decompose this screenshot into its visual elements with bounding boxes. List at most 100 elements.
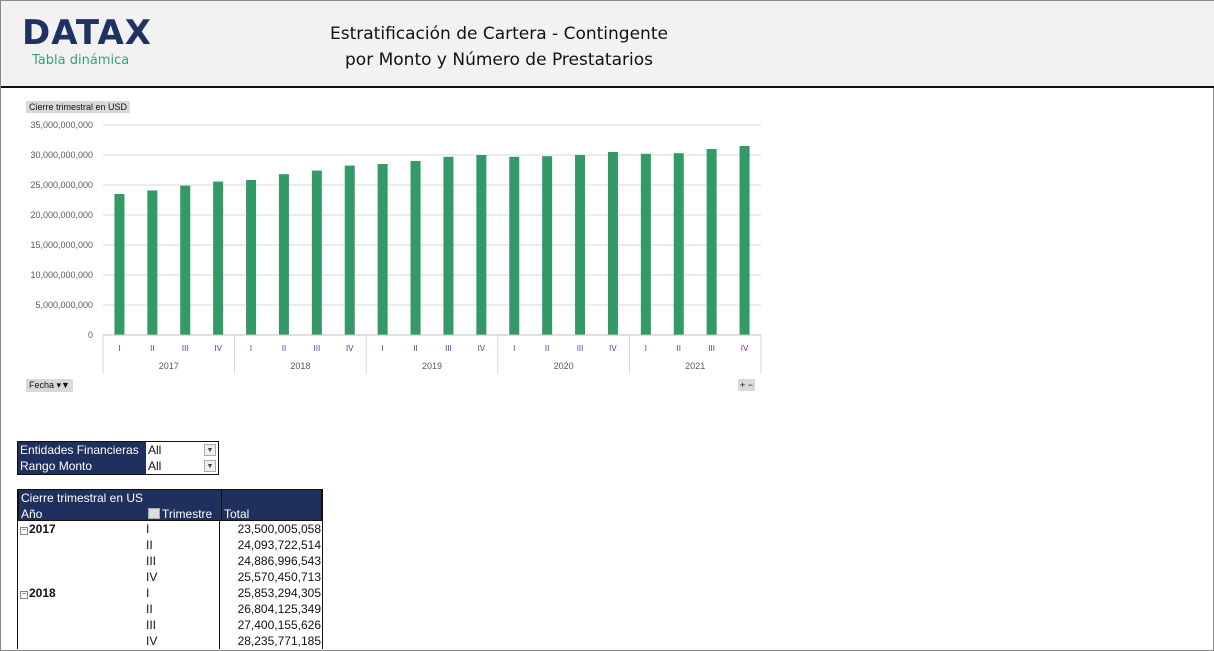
year-cell[interactable]: −2018	[18, 585, 146, 601]
bar[interactable]	[607, 152, 618, 335]
value-field-button[interactable]: Cierre trimestral en USD	[26, 101, 131, 113]
year-cell[interactable]: −2017	[18, 521, 146, 537]
quarter-cell: II	[146, 602, 153, 616]
bar[interactable]	[673, 153, 684, 335]
year-cell	[18, 601, 146, 617]
total-cell: 27,400,155,626	[219, 617, 322, 633]
quarter-cell: III	[146, 618, 157, 632]
year-label: 2018	[29, 586, 56, 600]
pivot-value-header: Cierre trimestral en US	[21, 491, 144, 505]
table-row: III 24,886,996,543	[18, 553, 322, 569]
bar[interactable]	[377, 164, 388, 335]
bar-chart: 0 5,000,000,000 10,000,000,000 15,000,000,0…	[30, 120, 762, 374]
filter-sort-icon[interactable]	[148, 508, 160, 519]
bar[interactable]	[443, 156, 454, 335]
total-cell: 25,570,450,713	[219, 569, 322, 585]
year-tick-label: 2017	[159, 361, 179, 371]
total-cell: 28,235,771,185	[219, 633, 322, 649]
table-row: IV 25,570,450,713	[18, 569, 322, 585]
quarter-cell: I	[146, 522, 150, 536]
quarter-cell: IV	[146, 634, 158, 648]
quarter-tick-label: I	[513, 344, 515, 353]
year-cell	[18, 537, 146, 553]
quarter-tick-label: I	[382, 344, 384, 353]
col-year-header: Año	[21, 507, 43, 521]
bar[interactable]	[114, 193, 125, 335]
axis-field-label: Fecha	[29, 380, 55, 390]
filter-row: Entidades Financieras All ▼	[18, 442, 218, 458]
quarter-tick-label: IV	[478, 344, 486, 353]
bar[interactable]	[147, 190, 158, 335]
axis-field-button[interactable]: Fecha ▾▼	[26, 379, 73, 392]
total-cell: 23,500,005,058	[219, 521, 322, 537]
bar[interactable]	[640, 153, 651, 335]
title-line-2: por Monto y Número de Prestatarios	[345, 50, 653, 70]
year-tick-label: 2018	[290, 361, 310, 371]
year-label: 2017	[29, 522, 56, 536]
collapse-icon[interactable]: −	[20, 527, 28, 535]
pivot-table: Cierre trimestral en US Año Trimestre To…	[17, 489, 323, 649]
title-line-1: Estratificación de Cartera - Contingente	[330, 24, 668, 44]
quarter-tick-label: I	[118, 344, 120, 353]
y-tick-label: 20,000,000,000	[30, 210, 93, 220]
quarter-cell: IV	[146, 570, 158, 584]
filter-icon: ▾▼	[56, 380, 70, 390]
collapse-icon[interactable]: −	[20, 591, 28, 599]
quarter-tick-label: III	[314, 344, 321, 353]
filter-label: Rango Monto	[20, 459, 93, 473]
quarter-tick-label: II	[282, 344, 286, 353]
logo: DATAX	[22, 13, 152, 53]
bar[interactable]	[180, 185, 191, 335]
quarter-tick-label: III	[708, 344, 715, 353]
quarter-tick-label: I	[645, 344, 647, 353]
year-tick-label: 2021	[685, 361, 705, 371]
quarter-tick-label: II	[677, 344, 681, 353]
quarter-tick-label: IV	[346, 344, 354, 353]
quarter-cell: II	[146, 538, 153, 552]
bar[interactable]	[213, 181, 224, 335]
bar[interactable]	[278, 174, 289, 335]
filter-select[interactable]: All ▼	[146, 442, 218, 458]
bar[interactable]	[246, 179, 257, 335]
total-cell: 26,804,125,349	[219, 601, 322, 617]
dropdown-arrow-icon[interactable]: ▼	[204, 444, 216, 456]
quarter-cell: I	[146, 586, 150, 600]
filter-label: Entidades Financieras	[20, 443, 139, 457]
quarter-tick-label: III	[182, 344, 189, 353]
bar[interactable]	[706, 149, 717, 335]
filter-value: All	[148, 459, 162, 473]
bar[interactable]	[476, 155, 487, 335]
y-tick-label: 30,000,000,000	[30, 150, 93, 160]
col-quarter-header[interactable]: Trimestre	[148, 507, 212, 521]
total-cell: 24,886,996,543	[219, 553, 322, 569]
y-tick-label: 10,000,000,000	[30, 270, 93, 280]
year-cell	[18, 617, 146, 633]
bar[interactable]	[575, 155, 586, 335]
year-tick-label: 2020	[554, 361, 574, 371]
table-row: III 27,400,155,626	[18, 617, 322, 633]
bar[interactable]	[344, 165, 355, 335]
bar[interactable]	[542, 156, 553, 335]
total-cell: 24,093,722,514	[219, 537, 322, 553]
pivot-header: Cierre trimestral en US Año Trimestre To…	[18, 489, 322, 521]
table-row: −2017 I 23,500,005,058	[18, 521, 322, 537]
year-cell	[18, 633, 146, 649]
year-cell	[18, 553, 146, 569]
filter-value: All	[148, 443, 162, 457]
bar[interactable]	[739, 146, 750, 335]
quarter-cell: III	[146, 554, 157, 568]
expand-collapse-buttons[interactable]: + −	[738, 379, 756, 391]
report-filters: Entidades Financieras All ▼ Rango Monto All…	[17, 441, 219, 475]
y-tick-label: 5,000,000,000	[35, 300, 93, 310]
quarter-tick-label: II	[150, 344, 154, 353]
y-tick-label: 35,000,000,000	[30, 120, 93, 130]
bar[interactable]	[509, 156, 520, 335]
table-row: −2018 I 25,853,294,305	[18, 585, 322, 601]
y-tick-label: 0	[88, 330, 93, 340]
y-tick-label: 25,000,000,000	[30, 180, 93, 190]
y-tick-label: 15,000,000,000	[30, 240, 93, 250]
bar[interactable]	[410, 161, 421, 335]
bar[interactable]	[311, 170, 322, 335]
filter-select[interactable]: All ▼	[146, 458, 218, 474]
dropdown-arrow-icon[interactable]: ▼	[204, 460, 216, 472]
